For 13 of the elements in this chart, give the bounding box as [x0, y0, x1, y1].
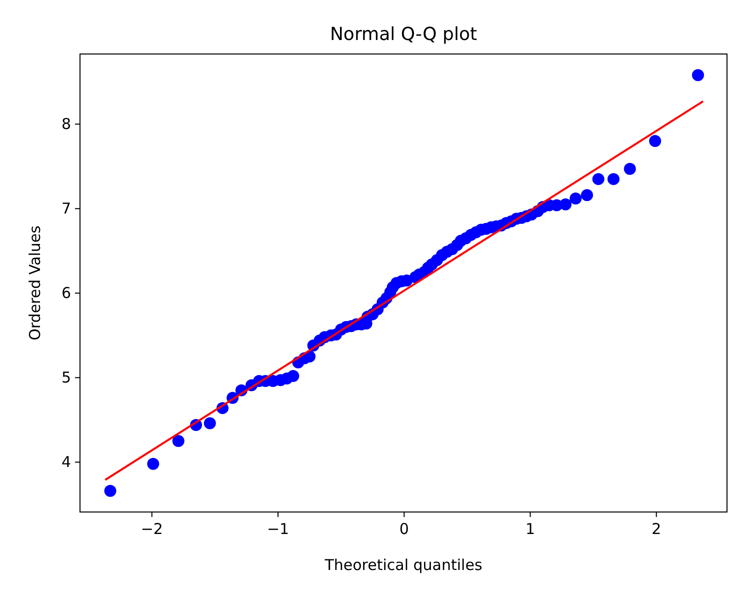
x-tick-label: 0: [399, 520, 409, 538]
x-tick-label: −1: [266, 520, 290, 538]
y-tick-label: 8: [61, 115, 71, 134]
x-axis-title: Theoretical quantiles: [324, 556, 482, 574]
chart-title: Normal Q-Q plot: [330, 24, 478, 45]
x-tick-label: −2: [140, 520, 163, 538]
y-tick-label: 7: [61, 200, 71, 218]
y-tick-label: 4: [61, 453, 71, 472]
y-tick-label: 6: [61, 284, 71, 302]
y-axis-title: Ordered Values: [26, 225, 44, 340]
y-tick-label: 5: [61, 368, 71, 387]
x-tick-label: 2: [652, 520, 662, 538]
x-tick-label: 1: [525, 520, 536, 538]
